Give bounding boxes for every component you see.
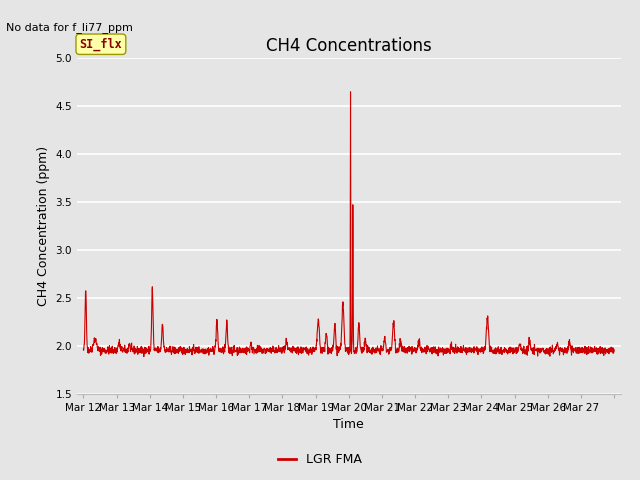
Legend: LGR FMA: LGR FMA: [273, 448, 367, 471]
Text: No data for f_li77_ppm: No data for f_li77_ppm: [6, 22, 133, 33]
Text: SI_flx: SI_flx: [79, 37, 122, 51]
Y-axis label: CH4 Concentration (ppm): CH4 Concentration (ppm): [36, 145, 50, 306]
X-axis label: Time: Time: [333, 418, 364, 431]
Title: CH4 Concentrations: CH4 Concentrations: [266, 36, 431, 55]
